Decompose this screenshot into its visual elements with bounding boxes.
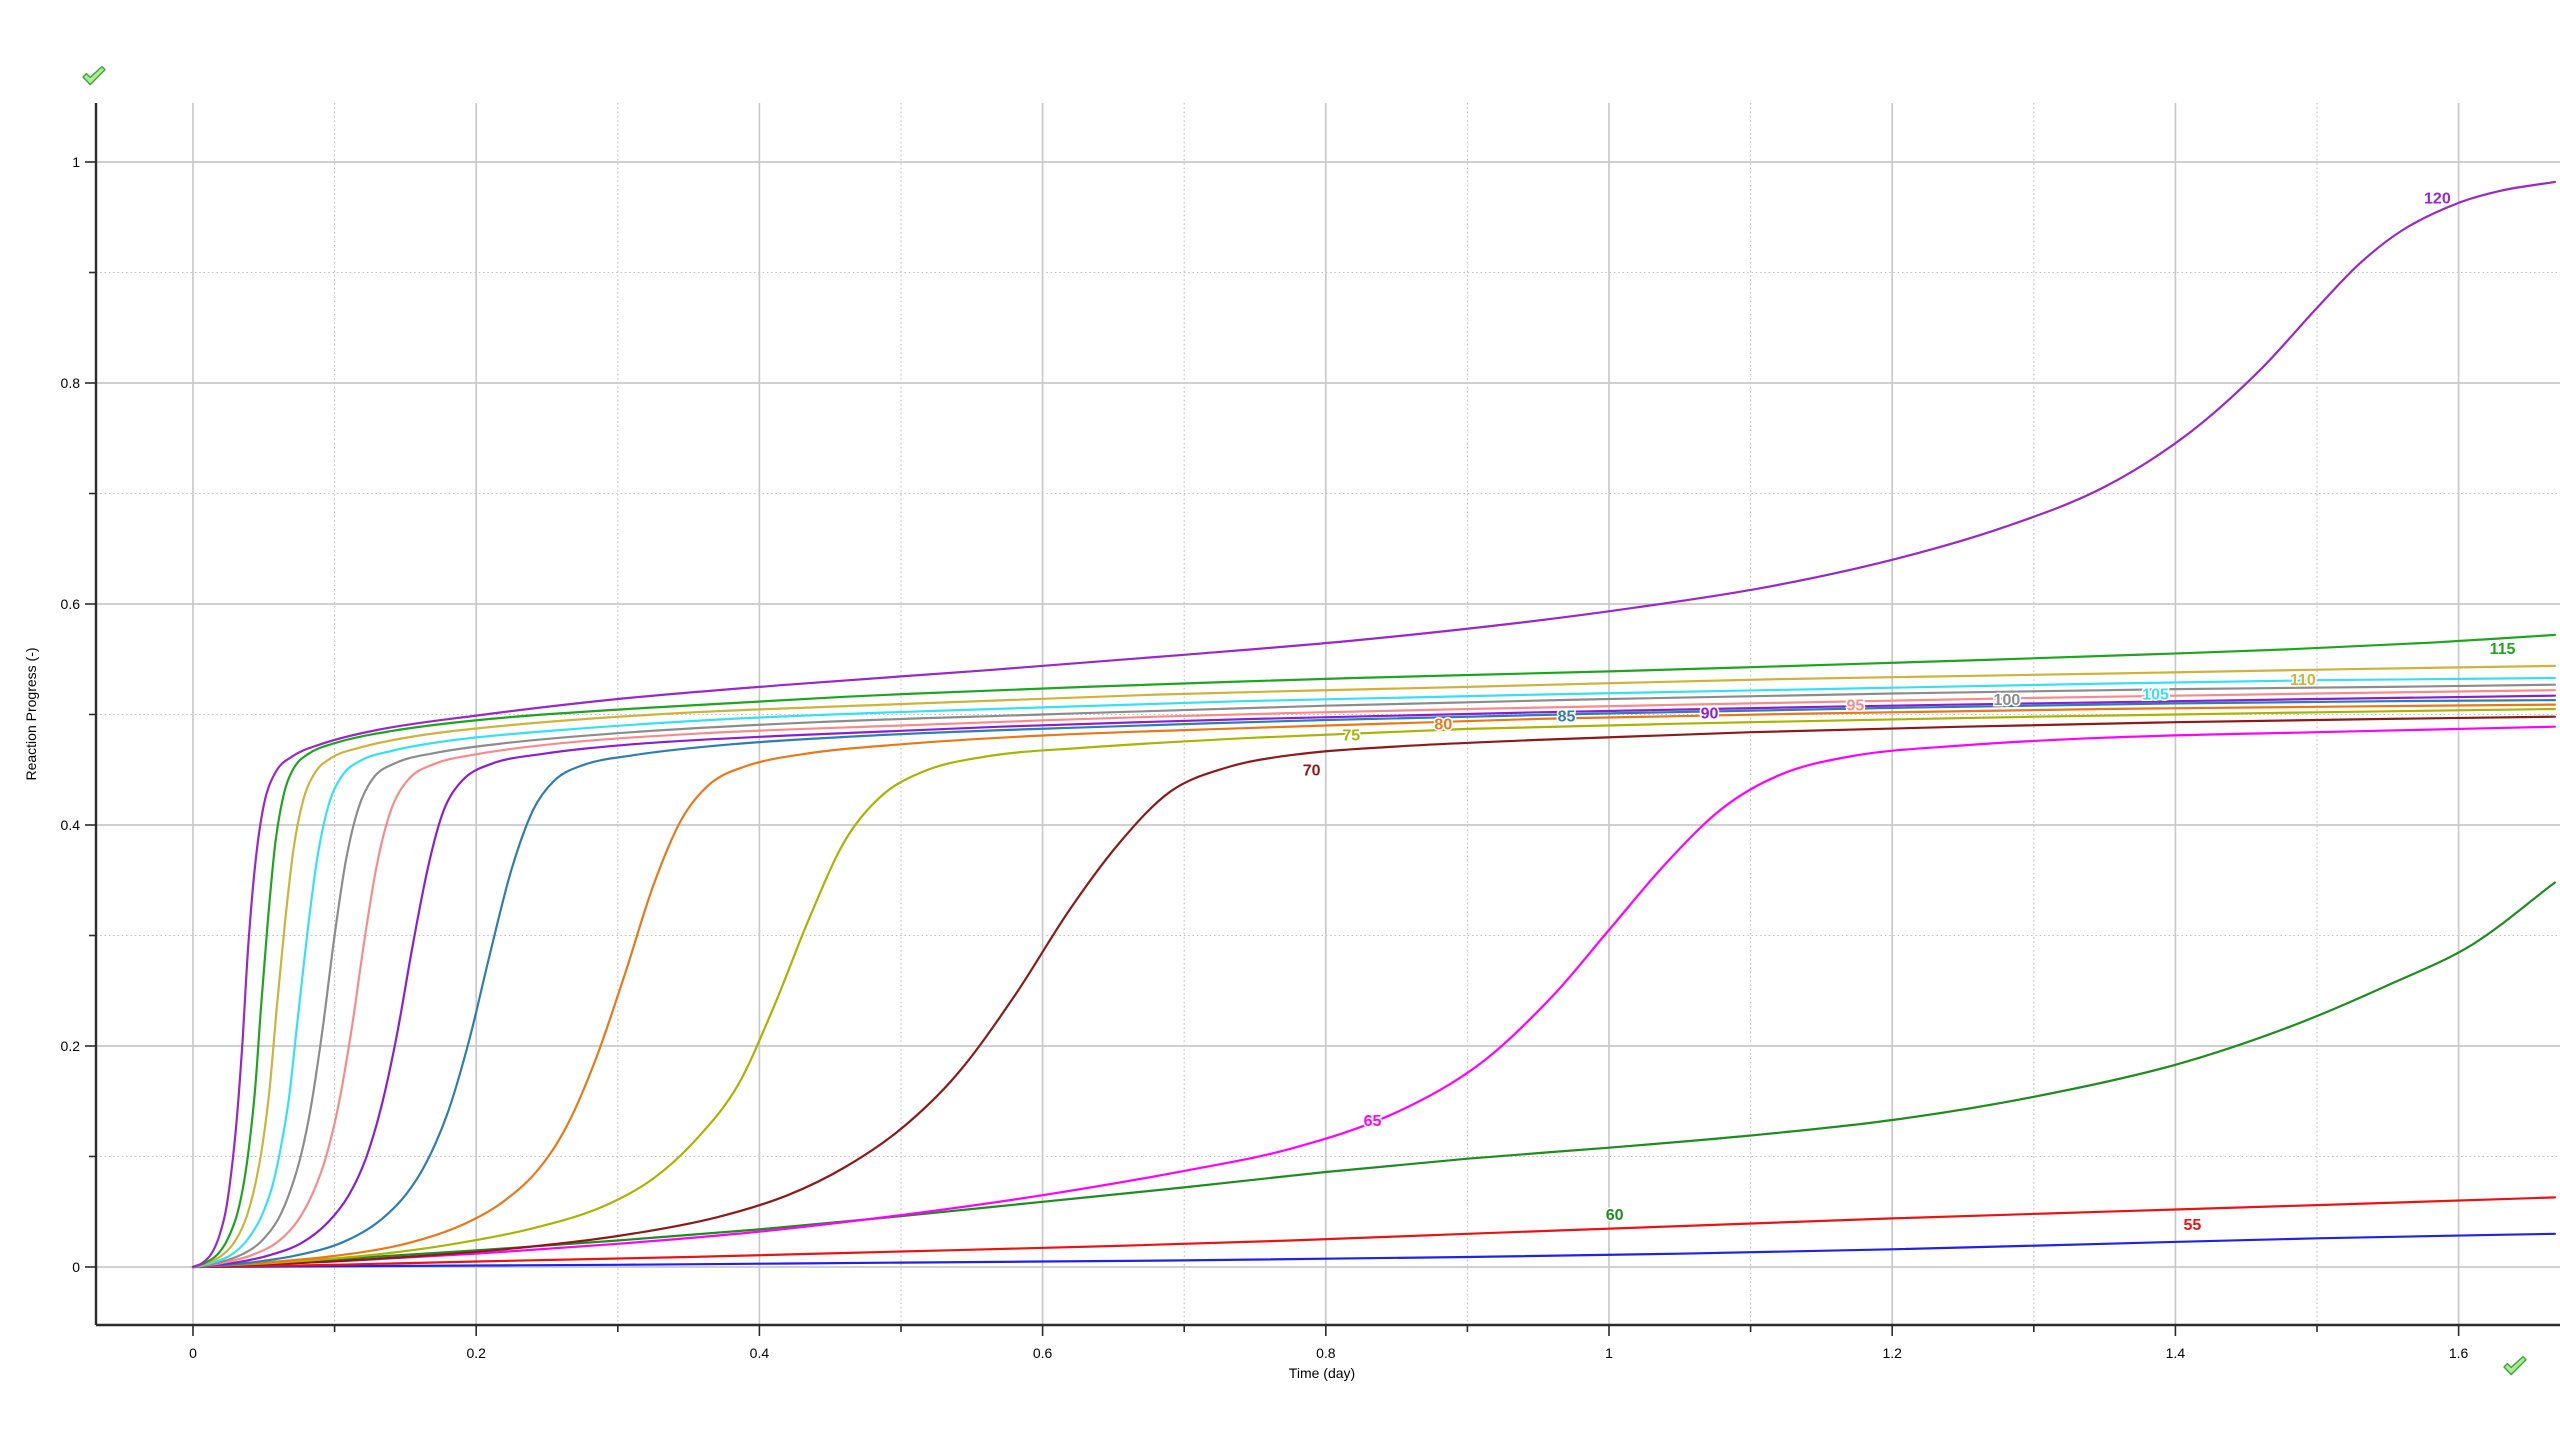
curve-label-65: 65 [1364,1113,1382,1130]
curve-90 [191,694,2556,1269]
y-tick-label: 0.6 [61,596,81,612]
curve-55 [191,1196,2556,1269]
curve-label-120: 120 [2424,190,2451,207]
x-tick-label: 0.6 [1033,1345,1053,1361]
curve-70 [191,715,2556,1269]
x-tick-label: 0.8 [1316,1345,1336,1361]
y-axis-title: Reaction Progress (-) [23,647,39,780]
check-glyph [2503,1355,2527,1376]
curve-80 [191,703,2556,1269]
curves [191,180,2556,1269]
green-check-icon[interactable] [2503,1355,2527,1376]
x-tick-label: 0 [189,1345,197,1361]
x-tick-label: 1.2 [1882,1345,1902,1361]
curve-label-55: 55 [2184,1217,2202,1234]
curve-label-100: 100 [1994,692,2021,709]
curve-105 [191,676,2556,1269]
y-tick-label: 0 [72,1259,80,1275]
y-tick-label: 0.4 [61,817,81,833]
x-tick-label: 0.4 [750,1345,770,1361]
curve-100 [191,683,2556,1269]
curve-110 [191,664,2556,1269]
curve-label-110: 110 [2290,672,2316,689]
y-tick-label: 0.8 [61,375,81,391]
axis-tick-labels: 0 0.2 0.4 0.6 0.8 1 1.2 1.4 1.6 0 0.2 0.4 0.6 0.8 1 [61,154,2469,1361]
y-tick-label: 1 [72,154,80,170]
curve-label-95: 95 [1846,698,1864,715]
curve-label-80: 80 [1434,716,1452,733]
curve-50 [191,1232,2556,1269]
green-check-icon[interactable] [82,65,106,86]
curve-115 [191,633,2556,1269]
axis-ticks [85,161,2460,1336]
curve-120 [191,180,2556,1269]
x-tick-label: 1.6 [2449,1345,2469,1361]
curve-65 [191,725,2556,1269]
curve-label-60: 60 [1606,1207,1624,1224]
x-tick-label: 1 [1605,1345,1613,1361]
x-tick-label: 0.2 [466,1345,486,1361]
check-glyph [82,65,106,86]
curve-label-70: 70 [1303,763,1321,780]
curve-85 [191,699,2556,1269]
curve-75 [191,707,2556,1269]
curve-label-105: 105 [2142,687,2169,704]
x-tick-label: 1.4 [2166,1345,2186,1361]
curve-labels: 55 60 65 70 75 80 85 90 95 100 105 110 115 120 [1301,189,2517,1236]
x-axis-title: Time (day) [1289,1365,1355,1381]
curve-label-90: 90 [1701,705,1719,722]
y-tick-label: 0.2 [61,1038,81,1054]
curve-95 [191,689,2556,1269]
curve-label-115: 115 [2490,641,2516,658]
curve-label-75: 75 [1342,727,1360,744]
curve-label-85: 85 [1558,709,1576,726]
curve-60 [191,881,2556,1269]
